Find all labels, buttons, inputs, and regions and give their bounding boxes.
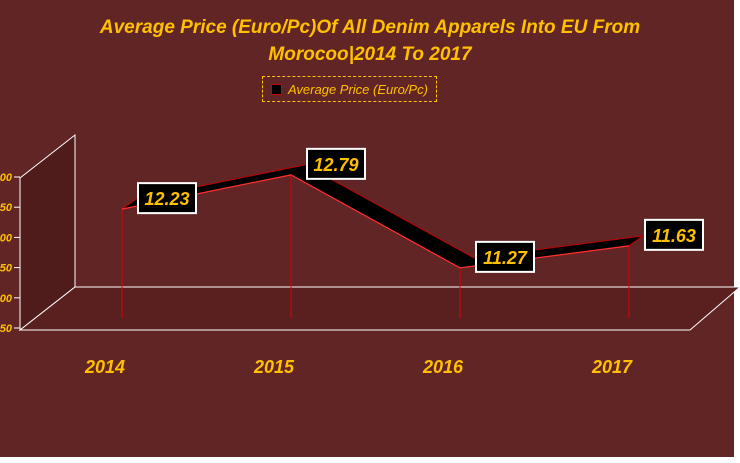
legend-label: Average Price (Euro/Pc)	[288, 81, 428, 97]
y-tick-label: 13.00	[0, 172, 13, 184]
legend: Average Price (Euro/Pc)	[262, 76, 437, 102]
value-label-box	[137, 182, 197, 215]
y-tick-label: 10.50	[0, 323, 13, 335]
value-label-box	[306, 147, 366, 180]
y-tick-label: 12.00	[0, 232, 13, 244]
x-tick-label: 2015	[253, 357, 295, 377]
x-tick-label: 2016	[422, 357, 464, 377]
y-tick-label: 11.50	[0, 263, 13, 275]
value-label: 11.63	[652, 226, 696, 246]
y-tick-label: 11.00	[0, 293, 13, 305]
y-tick-label: 12.50	[0, 202, 13, 214]
value-label: 12.79	[313, 155, 358, 175]
line	[121, 174, 630, 269]
x-tick-label: 2017	[591, 357, 633, 377]
value-label-box	[644, 218, 704, 251]
legend-swatch	[271, 83, 282, 95]
x-tick-label: 2014	[84, 357, 125, 377]
floor	[18, 286, 740, 331]
background	[0, 0, 734, 457]
chart-title: Average Price (Euro/Pc)Of All Denim Appa…	[99, 17, 641, 65]
value-label: 11.27	[483, 248, 528, 268]
value-label: 12.23	[144, 189, 189, 209]
value-label-box	[475, 240, 535, 273]
